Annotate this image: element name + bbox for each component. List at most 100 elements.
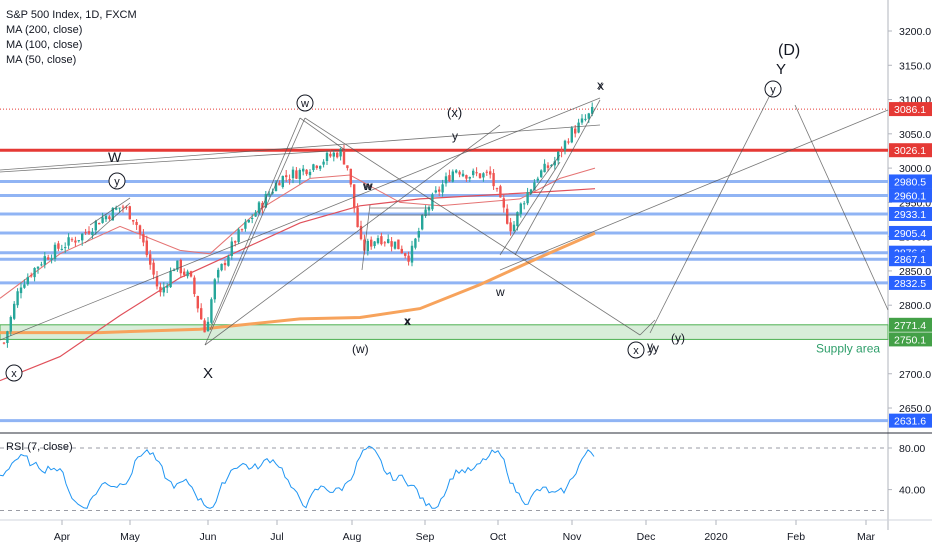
- candle-body: [223, 262, 227, 266]
- candle-body: [468, 176, 471, 179]
- candle-body: [155, 276, 159, 287]
- candle-body: [322, 161, 325, 165]
- circled-wave-marker: [296, 94, 314, 112]
- supply-area-label: Supply area: [816, 341, 880, 355]
- candle-body: [438, 189, 441, 192]
- candle-body: [64, 247, 67, 249]
- candle-body: [526, 192, 529, 204]
- wave-line: [89, 197, 131, 226]
- price-tag-label: 3086.1: [894, 104, 926, 116]
- legend-ma200: MA (200, close): [6, 24, 83, 36]
- circled-wave-label: x: [11, 368, 17, 380]
- candle-body: [434, 190, 437, 193]
- wave-line: [204, 117, 306, 346]
- wave-label: w: [362, 179, 372, 193]
- circled-wave-label: x: [633, 345, 639, 357]
- wave-line: [794, 104, 889, 311]
- candle-body: [424, 209, 427, 217]
- y-tick-label: 2700.0: [899, 369, 931, 381]
- candle-body: [509, 222, 512, 232]
- candle-body: [57, 243, 60, 249]
- price-tag-label: 3026.1: [894, 145, 926, 157]
- candle-body: [319, 165, 322, 169]
- ma50-line: [0, 167, 596, 299]
- candle-body: [482, 173, 485, 178]
- candle-body: [40, 264, 43, 266]
- candle-body: [91, 231, 94, 235]
- candle-body: [101, 217, 104, 223]
- price-tag: [889, 102, 932, 117]
- price-tag-label: 2832.5: [894, 278, 926, 290]
- candle-body: [448, 175, 451, 182]
- wave-label: X: [203, 365, 213, 382]
- candle-body: [444, 176, 448, 184]
- ma200-line: [0, 231, 596, 335]
- candle-body: [264, 193, 267, 208]
- price-tag: [889, 174, 932, 189]
- wave-line: [204, 124, 501, 346]
- chart-legend: S&P 500 Index, 1D, FXCM MA (200, close) …: [6, 8, 137, 68]
- candle-body: [587, 113, 590, 119]
- candle-body: [441, 184, 444, 193]
- candle-body: [87, 231, 91, 234]
- wave-label: W: [108, 149, 122, 165]
- wave-label: (D): [778, 42, 800, 59]
- candle-body: [431, 194, 434, 210]
- candle-body: [121, 206, 125, 208]
- candle-body: [298, 169, 301, 180]
- price-tag: [889, 275, 932, 290]
- candle-body: [312, 164, 315, 171]
- candle-body: [353, 184, 356, 209]
- candle-body: [179, 259, 182, 274]
- wave-label: y: [648, 342, 654, 356]
- price-tag-label: 2980.5: [894, 176, 926, 188]
- candle-body: [455, 170, 458, 173]
- wave-line: [0, 97, 601, 341]
- candle-body: [132, 220, 135, 222]
- candle-body: [234, 241, 237, 243]
- candle-body: [502, 198, 505, 208]
- candle-body: [451, 171, 454, 182]
- candle-body: [563, 140, 567, 151]
- candle-body: [47, 257, 50, 260]
- candle-body: [315, 165, 318, 169]
- candle-body: [393, 241, 397, 249]
- circled-wave-label: w: [300, 98, 309, 110]
- candle-body: [349, 168, 352, 185]
- price-tag-label: 2771.4: [894, 320, 926, 332]
- candle-body: [183, 271, 186, 275]
- candle-body: [172, 269, 176, 272]
- candle-body: [492, 173, 495, 187]
- price-tag: [889, 188, 932, 203]
- candle-body: [346, 165, 349, 169]
- x-tick-label: 2020: [704, 531, 728, 543]
- candle-body: [257, 202, 261, 214]
- candle-body: [410, 245, 414, 263]
- price-tag: [889, 332, 932, 347]
- candle-body: [417, 231, 420, 238]
- candle-body: [108, 216, 111, 220]
- candle-body: [305, 169, 308, 175]
- wave-label: w: [495, 285, 505, 299]
- candle-body: [94, 221, 97, 231]
- candle-body: [472, 170, 475, 176]
- candle-body: [77, 240, 80, 242]
- price-tag: [889, 252, 932, 267]
- candle-body: [580, 118, 584, 123]
- candle-body: [186, 271, 189, 277]
- wave-line: [639, 319, 656, 336]
- candle-body: [383, 242, 386, 244]
- wave-label: x: [404, 314, 410, 328]
- candle-body: [373, 241, 376, 247]
- candle-body: [118, 207, 121, 209]
- price-tag-label: 2960.1: [894, 190, 926, 202]
- candle-body: [274, 182, 278, 192]
- chart-title: S&P 500 Index, 1D, FXCM: [6, 9, 137, 21]
- candle-body: [200, 308, 203, 320]
- candle-body: [247, 219, 250, 223]
- candle-body: [570, 127, 573, 143]
- candle-body: [285, 175, 288, 178]
- supply-zone: [0, 324, 889, 340]
- candle-body: [203, 320, 206, 333]
- candle-body: [380, 236, 383, 245]
